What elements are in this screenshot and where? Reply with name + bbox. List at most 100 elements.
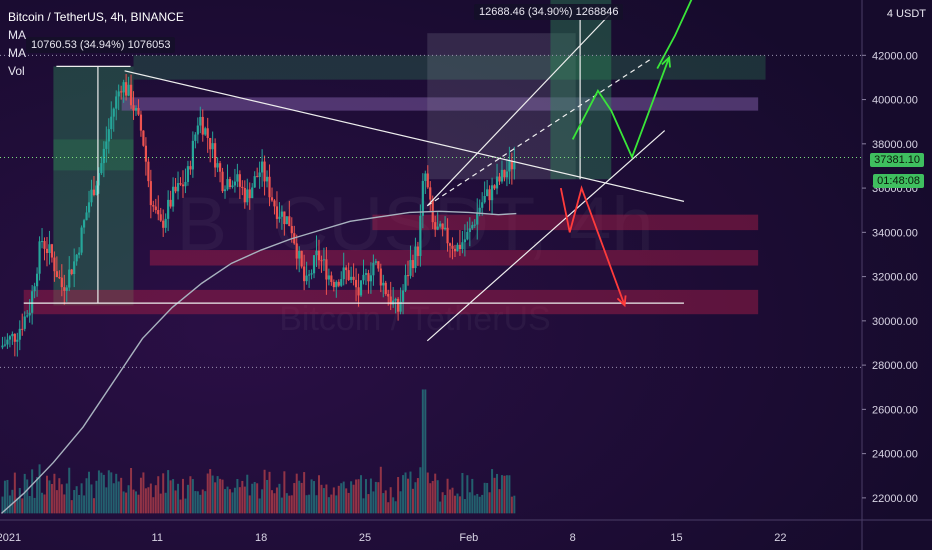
projection-arrow-green-top[interactable] (656, 0, 694, 70)
volume-bar (68, 467, 71, 514)
candle-body (406, 275, 410, 277)
candle-body (443, 227, 447, 230)
candle-body (6, 339, 9, 345)
chart-legend: Bitcoin / TetherUS, 4h, BINANCE MA MA Vo… (8, 8, 184, 80)
candle-body (461, 242, 464, 250)
volume-bar (466, 475, 469, 514)
zone-grey-7[interactable] (427, 33, 576, 180)
y-tick-label: 42000.00 (872, 50, 918, 62)
moving-average-layer (1, 210, 517, 514)
volume-bar (357, 479, 360, 514)
volume-bar (241, 480, 244, 514)
candle-body (387, 293, 390, 297)
y-tick-label: 32000.00 (872, 272, 918, 284)
candle-body (374, 261, 377, 263)
volume-layer (1, 389, 516, 514)
countdown-tag: 01:48:08 (873, 174, 924, 188)
trend-line-3[interactable] (426, 130, 666, 342)
candle-body (92, 189, 96, 196)
candle-body (194, 134, 197, 141)
volume-bar (177, 483, 180, 514)
volume-bar (362, 498, 365, 514)
candle-body (347, 270, 350, 280)
ma-line[interactable] (1, 210, 517, 514)
candle-body (273, 200, 276, 207)
candle-body (382, 282, 385, 286)
zone-red-5[interactable] (149, 250, 759, 266)
candle-body (384, 282, 387, 294)
indicator-ma-1[interactable]: MA (8, 28, 26, 42)
volume-bar (115, 473, 118, 514)
volume-bar (28, 496, 31, 514)
candle-body (115, 96, 118, 109)
volume-bar (377, 482, 380, 514)
projection-arrow-red[interactable] (559, 185, 626, 306)
volume-bar (70, 500, 73, 514)
volume-bar (481, 494, 484, 514)
candle-body (18, 328, 21, 340)
candle-body (481, 202, 484, 208)
candle-body (199, 116, 202, 126)
candle-body (340, 279, 343, 286)
zone-red-4[interactable] (372, 214, 759, 231)
candle-body (426, 173, 429, 188)
volume-bar (1, 496, 4, 514)
price-unit-label[interactable]: 4 USDT (886, 8, 926, 20)
trend-line-4[interactable] (426, 6, 618, 207)
volume-bar (409, 471, 412, 514)
volume-bar (142, 472, 145, 514)
candle-body (110, 116, 113, 130)
candle-body (82, 220, 86, 228)
candle-body (55, 271, 58, 278)
x-tick-label: 18 (255, 532, 267, 544)
volume-bar (186, 484, 189, 514)
candle-body (476, 212, 479, 225)
volume-bar (491, 469, 494, 514)
candle-body (434, 222, 437, 230)
volume-bar (288, 495, 291, 514)
volume-bar (45, 475, 48, 514)
indicator-ma-2[interactable]: MA (8, 46, 26, 60)
candle-body (238, 174, 241, 187)
candle-body (429, 187, 432, 200)
candle-body (139, 114, 143, 131)
volume-bar (332, 487, 335, 514)
drawings-layer[interactable] (23, 0, 695, 342)
candle-body (392, 300, 395, 305)
candle-body (411, 260, 415, 269)
volume-bar (238, 487, 241, 514)
projection-arrow-green[interactable] (571, 57, 670, 160)
volume-bar (355, 479, 358, 514)
volume-bar (394, 501, 397, 514)
zone-green-8[interactable] (550, 0, 612, 180)
zone-green_dim-3[interactable] (53, 139, 134, 171)
volume-bar (18, 488, 21, 514)
trend-line-2[interactable] (124, 70, 685, 202)
candle-body (399, 301, 402, 312)
volume-bar (439, 501, 442, 514)
volume-bar (73, 490, 76, 514)
volume-bar (337, 485, 340, 514)
candle-body (352, 276, 355, 280)
volume-bar (407, 478, 410, 514)
volume-bar (295, 473, 298, 514)
candle-body (466, 232, 469, 240)
volume-bar (300, 482, 303, 514)
indicator-vol[interactable]: Vol (8, 64, 25, 78)
volume-bar (191, 479, 194, 514)
volume-bar (147, 487, 150, 514)
candle-body (441, 223, 444, 230)
candle-body (147, 161, 150, 182)
volume-bar (65, 483, 68, 514)
candle-body (397, 298, 400, 312)
volume-bar (352, 484, 355, 514)
candle-body (414, 246, 417, 269)
candle-body (456, 244, 459, 252)
volume-bar (493, 477, 496, 514)
candle-body (268, 176, 271, 198)
zone-green_dim-2[interactable] (133, 55, 766, 80)
volume-bar (184, 498, 187, 514)
volume-bar (33, 497, 36, 514)
candle-body (335, 281, 338, 288)
